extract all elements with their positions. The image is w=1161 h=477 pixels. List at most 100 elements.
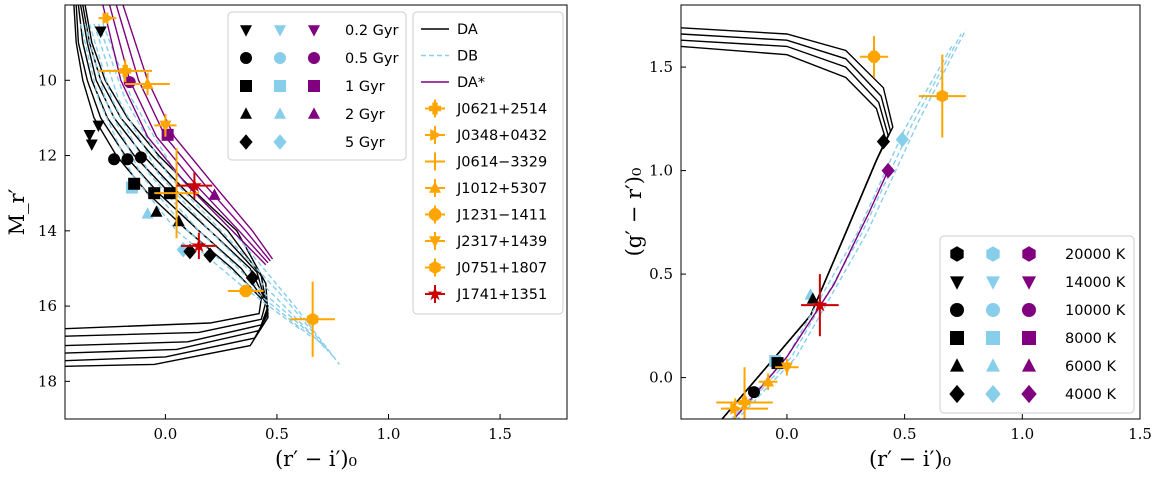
db-track-line (97, 23, 336, 360)
legend-age-marker (308, 107, 320, 119)
y-tick-label: 1.0 (649, 162, 673, 180)
legend-series-label: J1741+1351 (456, 287, 547, 303)
legend-age-label: 0.2 Gyr (345, 23, 398, 39)
legend-age-marker (240, 107, 252, 119)
legend-age-marker (240, 25, 252, 37)
legend-marker (428, 208, 442, 221)
legend-marker (429, 236, 441, 248)
legend-age-marker (239, 134, 253, 150)
legend-age-marker (240, 80, 252, 92)
model-marker (83, 130, 96, 142)
observed-point (98, 59, 153, 83)
model-marker (176, 241, 190, 258)
model-marker (747, 386, 760, 399)
observed-point (758, 373, 778, 391)
model-marker (134, 151, 147, 164)
y-tick-label: 16 (38, 297, 57, 315)
observed-marker (762, 375, 775, 387)
series-legend-box (412, 11, 564, 315)
observed-point (125, 72, 170, 96)
dastar-track-line (102, 5, 267, 266)
legend-temp-label: 8000 K (1065, 331, 1117, 347)
observed-marker (159, 120, 172, 133)
model-marker (895, 131, 909, 148)
legend-temp-label: 4000 K (1065, 387, 1117, 403)
axes: 0.0 0.5 1.0 1.5 0.0 0.5 1.0 1.5 (649, 58, 1152, 443)
db-track-line (736, 29, 967, 419)
observed-point (227, 284, 264, 298)
legend-temp-label: 10000 K (1065, 303, 1126, 319)
legend-temp-marker (986, 358, 1000, 372)
x-axis-label: (r′ − i′)₀ (869, 447, 951, 471)
observed-point (290, 281, 335, 357)
temperature-markers (717, 131, 909, 436)
da-track-line (681, 39, 889, 419)
x-tick-label: 1.0 (377, 425, 401, 443)
legend-series-label: J0751+1807 (456, 261, 547, 277)
x-tick-label: 0.5 (265, 425, 289, 443)
model-marker (771, 357, 784, 370)
model-marker (85, 139, 98, 151)
y-tick-label: 1.5 (649, 58, 673, 76)
db-track-line (93, 23, 329, 352)
model-marker (203, 247, 217, 264)
y-tick-label: 0.0 (649, 369, 673, 387)
y-axis-label: M_r′ (5, 188, 29, 235)
db-track-line (733, 33, 962, 419)
x-tick-label: 1.5 (488, 425, 512, 443)
model-marker (141, 207, 154, 219)
legend-temp-marker (1022, 246, 1036, 262)
legend-age-marker (308, 25, 320, 37)
plot-frame (64, 4, 568, 420)
legend: 20000 K 14000 K 10000 K 8000 K 6000 K 4000 K (939, 235, 1135, 414)
x-axis-label: (r′ − i′)₀ (275, 447, 357, 471)
model-marker (724, 418, 737, 419)
db-track-line (79, 23, 300, 330)
legend-temp-marker (1022, 276, 1036, 290)
observed-marker (867, 50, 881, 63)
da-track-line (65, 5, 267, 337)
da-track-line (681, 45, 887, 419)
legend-series-label: DB (457, 49, 478, 65)
observed-marker (306, 312, 319, 326)
legend-series-label: DA (457, 22, 478, 38)
model-marker (161, 128, 174, 141)
db-track-line (730, 46, 953, 419)
x-tick-label: 1.5 (1128, 425, 1152, 443)
legend-temp-marker (950, 276, 964, 290)
da-track-line (65, 5, 263, 330)
legend-temp-label: 6000 K (1065, 359, 1117, 375)
legend-marker (430, 129, 442, 141)
cmd-panel: 0.0 0.5 1.0 1.5 10 12 14 16 18 (r′ − i′)₀ M_r′ 0… (5, 4, 568, 471)
legend-age-marker (274, 25, 286, 37)
legend-temp-marker (950, 331, 964, 345)
legend-temp-marker (949, 384, 965, 404)
legend-series-label: J2317+1439 (456, 234, 547, 250)
legend-temp-marker (986, 276, 1000, 290)
legend-series-label: J1231−1411 (456, 208, 547, 224)
legend-age-marker (274, 80, 286, 92)
da-track-line (65, 5, 269, 347)
y-tick-label: 18 (38, 372, 57, 390)
color-tracks (681, 27, 967, 419)
axes: 0.0 0.5 1.0 1.5 10 12 14 16 18 (38, 71, 512, 443)
model-marker (717, 425, 729, 436)
legend-temp-marker (950, 303, 964, 317)
dastar-track-line (115, 5, 271, 262)
legend-age-marker (240, 52, 252, 64)
legend-temp-marker (986, 303, 1000, 317)
observed-marker (780, 362, 793, 374)
model-marker (94, 26, 107, 38)
model-marker (121, 153, 134, 166)
legend-age-marker (308, 52, 320, 64)
db-track-line (88, 23, 323, 345)
legend-age-marker (273, 134, 287, 150)
color-color-panel: 0.0 0.5 1.0 1.5 0.0 0.5 1.0 1.5 (r′ − i′)₀ (g′ … (622, 4, 1152, 471)
legend-marker (427, 286, 443, 301)
legend-marker (429, 102, 441, 115)
y-tick-label: 10 (38, 71, 57, 89)
observed-marker (812, 297, 828, 312)
legend-temp-marker (985, 384, 1001, 404)
legend-series-label: J0621+2514 (456, 102, 547, 118)
